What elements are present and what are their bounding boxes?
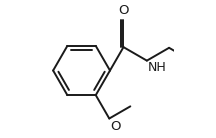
Text: O: O [110,120,121,133]
Text: NH: NH [148,61,166,74]
Text: O: O [118,4,129,17]
